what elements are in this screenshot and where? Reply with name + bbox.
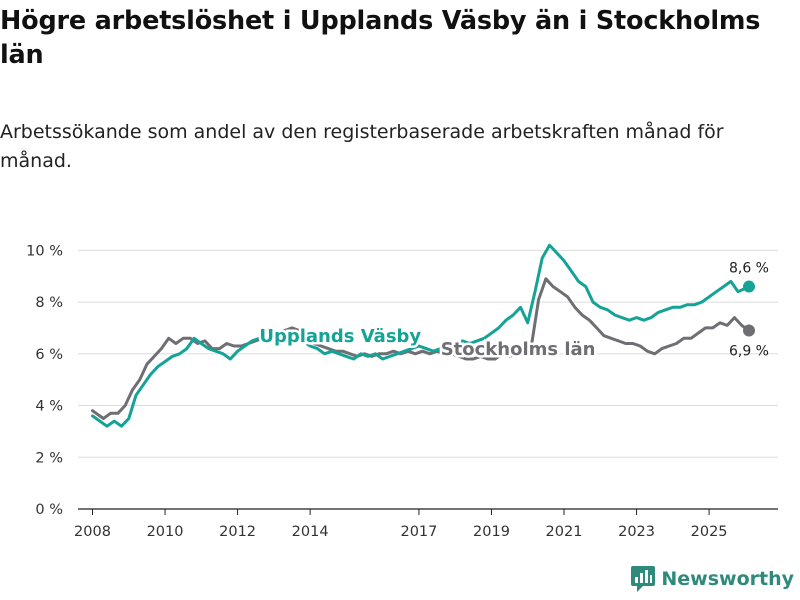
x-tick-label: 2014 — [292, 524, 329, 540]
y-tick-label: 2 % — [35, 450, 63, 466]
brand-name: Newsworthy — [661, 568, 794, 590]
series-label-upplands-v-sby: Upplands Väsby — [259, 326, 421, 347]
series-line-upplands-v-sby — [91, 243, 751, 428]
y-axis: 0 % 2 % 4 % 6 % 8 % 10 % — [26, 243, 63, 518]
x-tick-label: 2023 — [618, 524, 655, 540]
y-tick-label: 10 % — [26, 243, 63, 259]
x-tick-label: 2012 — [219, 524, 256, 540]
series-endpoint-upplands-v-sby — [742, 280, 755, 293]
x-tick-label: 2008 — [74, 524, 111, 540]
x-tick-label: 2021 — [546, 524, 583, 540]
end-value-label-upplands-v-sby: 8,6 % — [729, 261, 769, 277]
y-tick-label: 4 % — [35, 399, 63, 415]
page-subtitle: Arbetssökande som andel av den registerb… — [0, 121, 724, 172]
series-label-stockholms-l-n: Stockholms län — [441, 339, 596, 360]
x-tick-label: 2010 — [147, 524, 184, 540]
y-tick-label: 0 % — [35, 502, 63, 518]
brand-logo: Newsworthy — [631, 566, 794, 592]
x-tick-label: 2017 — [400, 524, 437, 540]
series-line-stockholms-l-n — [91, 277, 751, 420]
series-layer — [91, 243, 755, 428]
y-tick-label: 6 % — [35, 347, 63, 363]
series-endpoint-stockholms-l-n — [742, 324, 755, 337]
page-title: Högre arbetslöshet i Upplands Väsby än i… — [0, 6, 761, 70]
end-value-label-stockholms-l-n: 6,9 % — [729, 344, 769, 360]
x-tick-label: 2019 — [473, 524, 510, 540]
newsworthy-logo-icon — [631, 566, 656, 592]
grid-layer — [78, 249, 778, 510]
y-tick-label: 8 % — [35, 295, 63, 311]
label-layer: 6,9 % 8,6 % Stockholms län Upplands Väsby — [257, 261, 769, 363]
x-tick-label: 2025 — [691, 524, 728, 540]
x-axis: 2008 2010 2012 2014 2017 2019 2021 2023 2025 — [74, 509, 728, 540]
